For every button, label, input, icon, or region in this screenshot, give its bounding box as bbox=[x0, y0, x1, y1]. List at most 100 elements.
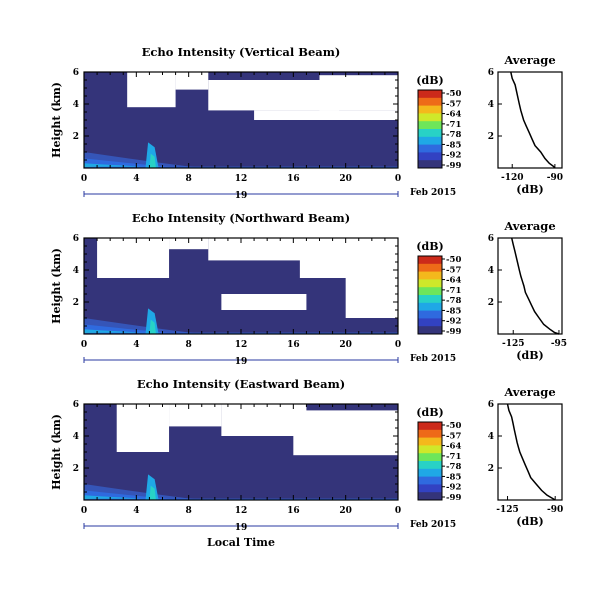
colorbar-unit: (dB) bbox=[416, 74, 443, 87]
colorbar-tick-label: -50 bbox=[446, 421, 461, 431]
average-frame bbox=[497, 71, 563, 169]
colorbar-tick-label: -92 bbox=[446, 483, 461, 493]
date-label: 19 bbox=[235, 357, 248, 367]
average-x-label: (dB) bbox=[516, 183, 543, 196]
no-data-region-0 bbox=[97, 238, 170, 278]
colorbar-tick-label: -64 bbox=[446, 110, 461, 120]
colorbar-segment bbox=[418, 97, 442, 107]
colorbar-tick-label: -50 bbox=[446, 89, 461, 99]
heatmap-title: Echo Intensity (Northward Beam) bbox=[132, 211, 350, 225]
colorbar-tick-label: -85 bbox=[446, 306, 461, 316]
colorbar-segment bbox=[418, 129, 442, 138]
x-tick-label: 0 bbox=[395, 506, 401, 516]
colorbar-segment bbox=[418, 326, 442, 335]
average-profile-line bbox=[506, 403, 556, 501]
no-data-region-1 bbox=[169, 404, 222, 427]
colorbar-segment bbox=[418, 437, 442, 446]
colorbar-tick-label: -99 bbox=[446, 161, 461, 171]
y-tick-label: 4 bbox=[73, 100, 79, 110]
colorbar-tick-label: -78 bbox=[446, 130, 461, 140]
average-x-label: (dB) bbox=[516, 349, 543, 362]
x-tick-label: 0 bbox=[81, 506, 87, 516]
x-tick-label: 0 bbox=[81, 340, 87, 350]
y-tick-label: 2 bbox=[73, 132, 79, 142]
plume-core bbox=[149, 153, 156, 168]
average-title: Average bbox=[503, 219, 555, 233]
panel-2: Echo Intensity (Eastward Beam) 0 4 8 12 16 20 0… bbox=[50, 377, 563, 549]
colorbar-segment bbox=[418, 113, 442, 122]
average-y-tick-label: 4 bbox=[488, 266, 494, 276]
no-data-region-2 bbox=[208, 238, 313, 261]
x-tick-label: 4 bbox=[133, 340, 139, 350]
panel-1: Echo Intensity (Northward Beam)0 4 8 12 16 20… bbox=[50, 211, 567, 367]
colorbar-tick-label: -78 bbox=[446, 296, 461, 306]
colorbar-tick-label: -99 bbox=[446, 327, 461, 337]
colorbar-tick-label: -71 bbox=[446, 452, 461, 462]
colorbar-segment bbox=[418, 318, 442, 327]
average-y-tick-label: 6 bbox=[488, 400, 494, 410]
colorbar-tick-label: -57 bbox=[446, 99, 461, 109]
x-tick-label: 0 bbox=[395, 174, 401, 184]
y-tick-label: 4 bbox=[73, 432, 79, 442]
average-profile-line bbox=[510, 71, 556, 169]
average-y-tick-label: 2 bbox=[488, 298, 494, 308]
average-title: Average bbox=[503, 385, 555, 399]
colorbar-segment bbox=[418, 468, 442, 478]
x-axis-label: Local Time bbox=[207, 536, 275, 549]
colorbar-segment bbox=[418, 160, 442, 169]
x-tick-label: 0 bbox=[395, 340, 401, 350]
x-tick-label: 8 bbox=[186, 174, 192, 184]
average-profile-line bbox=[510, 237, 560, 335]
average-x-tick-label: -125 bbox=[502, 339, 525, 349]
colorbar-tick-label: -64 bbox=[446, 276, 461, 286]
colorbar-segment bbox=[418, 476, 442, 485]
colorbar-frame bbox=[417, 89, 443, 169]
no-data-region-2 bbox=[221, 404, 307, 436]
colorbar-segment bbox=[418, 144, 442, 153]
colorbar-segment bbox=[418, 461, 442, 470]
colorbar-frame bbox=[417, 421, 443, 501]
no-data-region-1 bbox=[169, 238, 209, 250]
colorbar-tick-label: -50 bbox=[446, 255, 461, 265]
colorbar-tick-label: -71 bbox=[446, 286, 461, 296]
x-tick-label: 20 bbox=[339, 340, 352, 350]
no-data-region-3 bbox=[293, 410, 398, 456]
average-y-tick-label: 4 bbox=[488, 100, 494, 110]
x-tick-label: 12 bbox=[235, 340, 248, 350]
average-y-tick-label: 4 bbox=[488, 432, 494, 442]
colorbar-segment bbox=[418, 287, 442, 296]
x-tick-label: 12 bbox=[235, 174, 248, 184]
colorbar-segment bbox=[418, 256, 442, 265]
colorbar-segment bbox=[418, 484, 442, 493]
colorbar-frame bbox=[417, 255, 443, 335]
average-frame bbox=[497, 403, 563, 501]
no-data-region-4 bbox=[319, 75, 398, 111]
average-x-label: (dB) bbox=[516, 515, 543, 528]
colorbar-segment bbox=[418, 310, 442, 319]
x-tick-label: 16 bbox=[287, 340, 300, 350]
y-tick-label: 6 bbox=[73, 234, 79, 244]
colorbar-tick-label: -57 bbox=[446, 431, 461, 441]
no-data-region-1 bbox=[175, 72, 209, 90]
average-x-tick-label: -90 bbox=[547, 505, 563, 515]
colorbar-tick-label: -99 bbox=[446, 493, 461, 503]
colorbar-segment bbox=[418, 121, 442, 130]
y-tick-label: 6 bbox=[73, 68, 79, 78]
colorbar-segment bbox=[418, 136, 442, 146]
no-data-region-0 bbox=[116, 404, 170, 452]
date-label: 19 bbox=[235, 191, 248, 201]
no-data-region-3 bbox=[254, 110, 398, 120]
panel-0: Echo Intensity (Vertical Beam) 0 4 8 12 16 20 0… bbox=[50, 45, 563, 201]
colorbar-segment bbox=[418, 453, 442, 462]
colorbar-segment bbox=[418, 492, 442, 501]
y-axis-label: Height (km) bbox=[50, 82, 63, 158]
no-data-region-3 bbox=[221, 294, 307, 310]
plume-core bbox=[149, 485, 156, 500]
average-y-tick-label: 2 bbox=[488, 132, 494, 142]
no-data-region-2 bbox=[208, 80, 340, 111]
average-x-tick-label: -90 bbox=[547, 173, 563, 183]
average-x-tick-label: -120 bbox=[501, 173, 524, 183]
average-title: Average bbox=[503, 53, 555, 67]
no-data-region-0 bbox=[127, 72, 176, 108]
x-tick-label: 20 bbox=[339, 174, 352, 184]
